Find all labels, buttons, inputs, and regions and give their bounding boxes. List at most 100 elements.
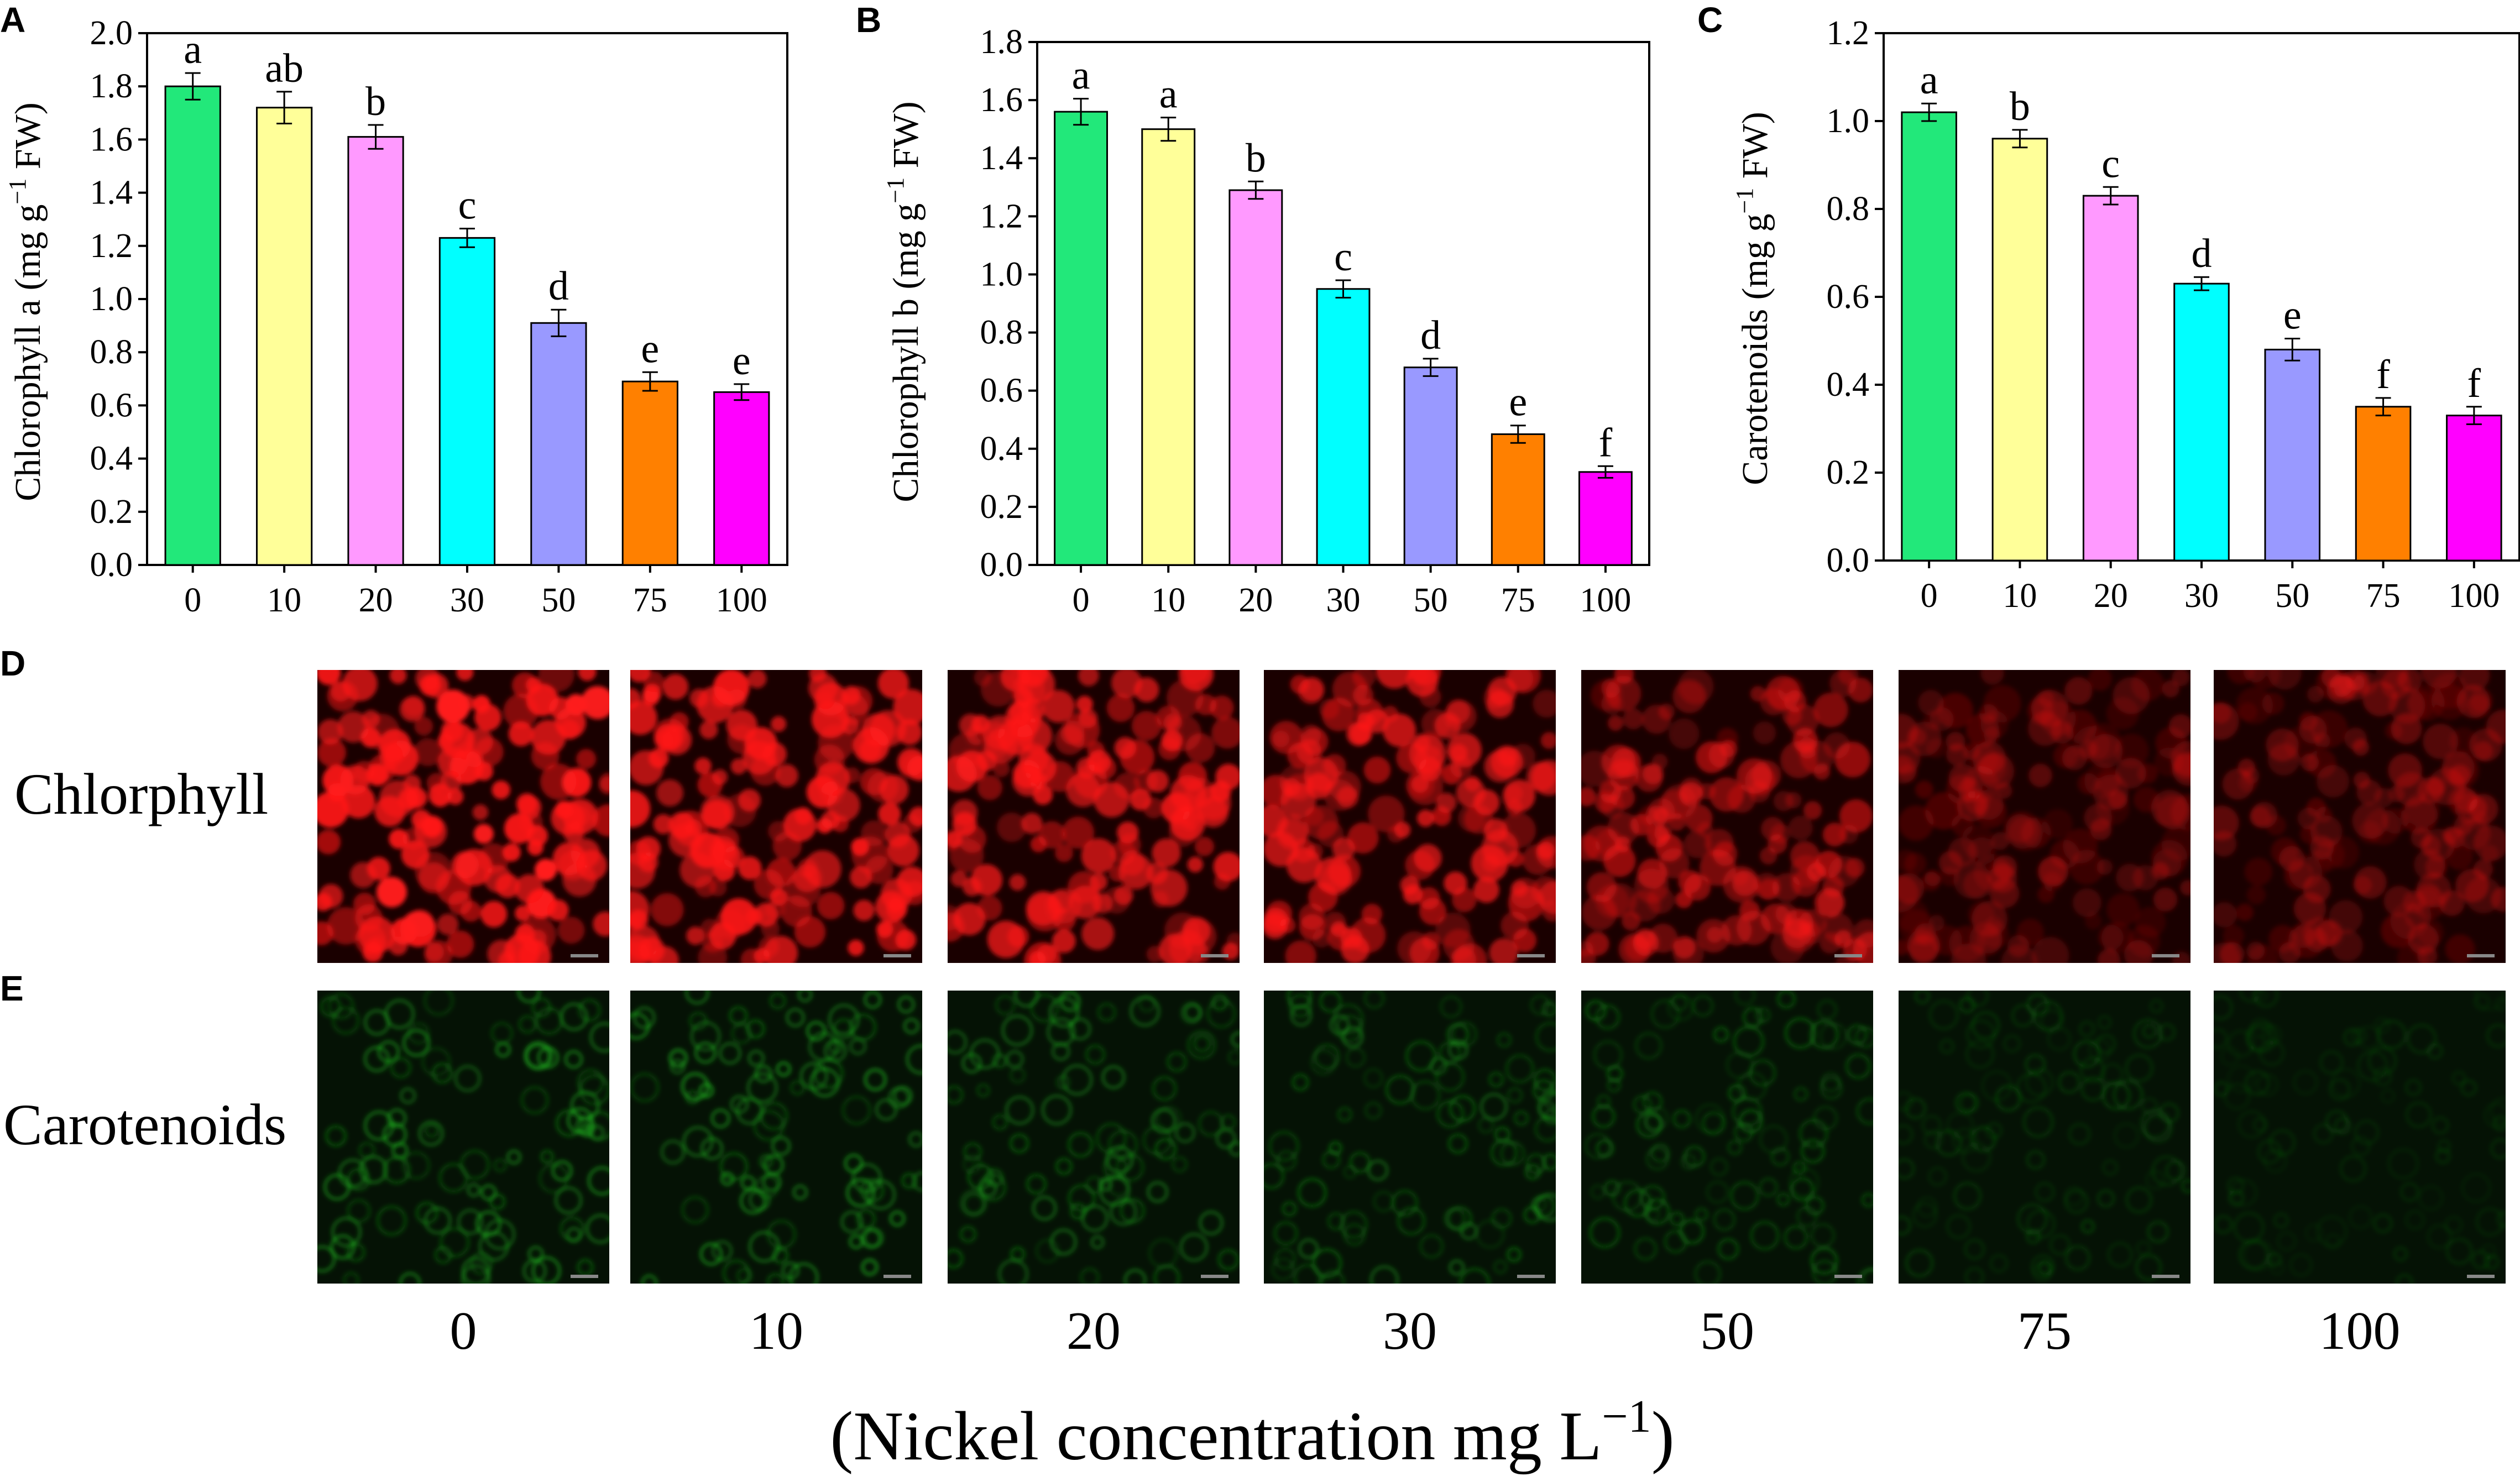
- significance-letter: ab: [265, 46, 304, 91]
- cell-texture: [948, 670, 1240, 963]
- concentration-label-75: 75: [2017, 1301, 2072, 1361]
- bar-c-100: [2446, 415, 2502, 562]
- panel-letter-b: B: [856, 0, 881, 40]
- significance-letter: a: [1920, 57, 1938, 103]
- scale-bar: [2152, 1275, 2179, 1278]
- chart-panel-b: B 0.0 0.2 0.4 0.6 0.8 1.0 1.2 1.4 1.6 1.8 a 0 a 10 b 20…: [856, 0, 1650, 619]
- bar-b-100: [1578, 471, 1633, 566]
- chlorophyll-micrograph-100: [2214, 670, 2506, 963]
- carotenoid-micrograph-0: [317, 991, 609, 1284]
- carotenoid-micrograph-20: [948, 991, 1240, 1284]
- carotenoid-micrograph-50: [1581, 991, 1873, 1284]
- scale-bar: [1201, 1275, 1228, 1278]
- significance-letter: d: [548, 264, 569, 309]
- y-tick-label: 1.8: [90, 67, 133, 105]
- y-tick-label: 0.8: [980, 314, 1023, 352]
- concentration-label-0: 0: [450, 1301, 477, 1361]
- x-tick-label: 50: [2275, 577, 2309, 615]
- y-tick-label: 1.0: [980, 255, 1023, 293]
- y-tick-label: 0.6: [980, 372, 1023, 410]
- carotenoid-micrograph-75: [1899, 991, 2190, 1284]
- scale-bar: [2467, 1275, 2495, 1278]
- bar-a-20: [347, 136, 404, 566]
- bar-a-30: [438, 237, 496, 566]
- significance-letter: b: [365, 79, 386, 124]
- cell-texture: [630, 670, 922, 963]
- bar-c-50: [2264, 348, 2321, 562]
- cell-texture: [317, 670, 609, 963]
- y-tick-label: 2.0: [90, 14, 133, 52]
- y-tick-label: 0.0: [980, 546, 1023, 584]
- y-tick-label: 1.4: [980, 139, 1023, 177]
- y-tick-label: 0.2: [1827, 454, 1870, 491]
- significance-letter: d: [2192, 231, 2212, 276]
- scale-bar: [1517, 1275, 1545, 1278]
- x-tick-label: 75: [2366, 577, 2401, 615]
- y-tick-label: 0.4: [90, 440, 133, 478]
- cell-texture: [2214, 991, 2506, 1284]
- x-tick-label: 50: [541, 582, 576, 619]
- cell-texture: [317, 991, 609, 1284]
- y-axis-label-a: Chlorophyll a (mg g−1 FW): [4, 102, 48, 501]
- y-tick-label: 1.6: [980, 81, 1023, 119]
- y-tick-label: 0.8: [90, 333, 133, 371]
- scale-bar: [1834, 1275, 1862, 1278]
- x-tick-label: 30: [450, 582, 484, 619]
- bar-a-0: [164, 85, 221, 566]
- cell-texture: [1899, 670, 2190, 963]
- y-axis-label-b: Chlorophyll b (mg g−1 FW): [882, 101, 926, 502]
- significance-letter: e: [641, 326, 659, 371]
- significance-letter: c: [1334, 234, 1352, 280]
- y-axis-label-c: Carotenoids (mg g−1 FW): [1731, 112, 1775, 485]
- x-tick-label: 20: [2094, 577, 2128, 615]
- row-label-chlorophyll: Chlorphyll: [14, 762, 268, 826]
- x-tick-label: 75: [633, 582, 667, 619]
- row-label-carotenoids: Carotenoids: [3, 1092, 286, 1157]
- significance-letter: e: [2283, 293, 2302, 338]
- chlorophyll-micrograph-row: [317, 670, 2506, 963]
- x-tick-label: 20: [359, 582, 393, 619]
- bar-b-50: [1403, 366, 1458, 566]
- x-tick-label: 0: [1921, 577, 1938, 615]
- plot-area-c: 0.0 0.2 0.4 0.6 0.8 1.0 1.2 a 0 b 10 c 20 d 30 e 50 f 75 f 1…: [1827, 14, 2520, 615]
- x-tick-label: 75: [1501, 582, 1535, 619]
- bar-c-0: [1901, 111, 1957, 562]
- significance-letter: d: [1420, 313, 1441, 358]
- y-tick-label: 0.6: [90, 386, 133, 424]
- significance-letter: a: [184, 27, 202, 72]
- significance-letter: c: [2101, 141, 2120, 186]
- y-tick-label: 1.2: [980, 197, 1023, 235]
- plot-area-b: 0.0 0.2 0.4 0.6 0.8 1.0 1.2 1.4 1.6 1.8 a 0 a 10 b 20 c 3…: [980, 23, 1650, 619]
- x-tick-label: 50: [1414, 582, 1448, 619]
- bar-c-10: [1991, 138, 2048, 562]
- panel-letter-e: E: [0, 968, 24, 1008]
- y-tick-label: 1.8: [980, 23, 1023, 61]
- x-tick-label: 10: [1151, 582, 1185, 619]
- cell-texture: [630, 991, 922, 1284]
- y-tick-label: 1.2: [1827, 14, 1870, 52]
- significance-letter: b: [2010, 84, 2030, 129]
- bar-a-100: [713, 391, 770, 566]
- cell-texture: [1581, 670, 1873, 963]
- significance-letter: a: [1072, 53, 1090, 98]
- x-tick-label: 100: [2448, 577, 2500, 615]
- concentration-label-10: 10: [749, 1301, 803, 1361]
- cell-texture: [948, 991, 1240, 1284]
- bar-a-75: [621, 380, 678, 566]
- bar-b-0: [1054, 111, 1109, 566]
- cell-texture: [2214, 670, 2506, 963]
- significance-letter: b: [1246, 135, 1266, 181]
- chlorophyll-micrograph-20: [948, 670, 1240, 963]
- scale-bar: [1201, 954, 1228, 957]
- bar-b-30: [1316, 288, 1371, 566]
- bar-b-20: [1228, 189, 1283, 566]
- x-tick-label: 30: [1326, 582, 1361, 619]
- bar-a-10: [256, 107, 313, 566]
- concentration-labels: 0 10 20 30 50 75 100: [450, 1301, 2401, 1361]
- scale-bar: [883, 954, 911, 957]
- significance-letter: f: [1599, 420, 1613, 465]
- y-tick-label: 1.6: [90, 121, 133, 158]
- cell-texture: [1264, 670, 1556, 963]
- x-axis-title: (Nickel concentration mg L−1): [830, 1391, 1674, 1475]
